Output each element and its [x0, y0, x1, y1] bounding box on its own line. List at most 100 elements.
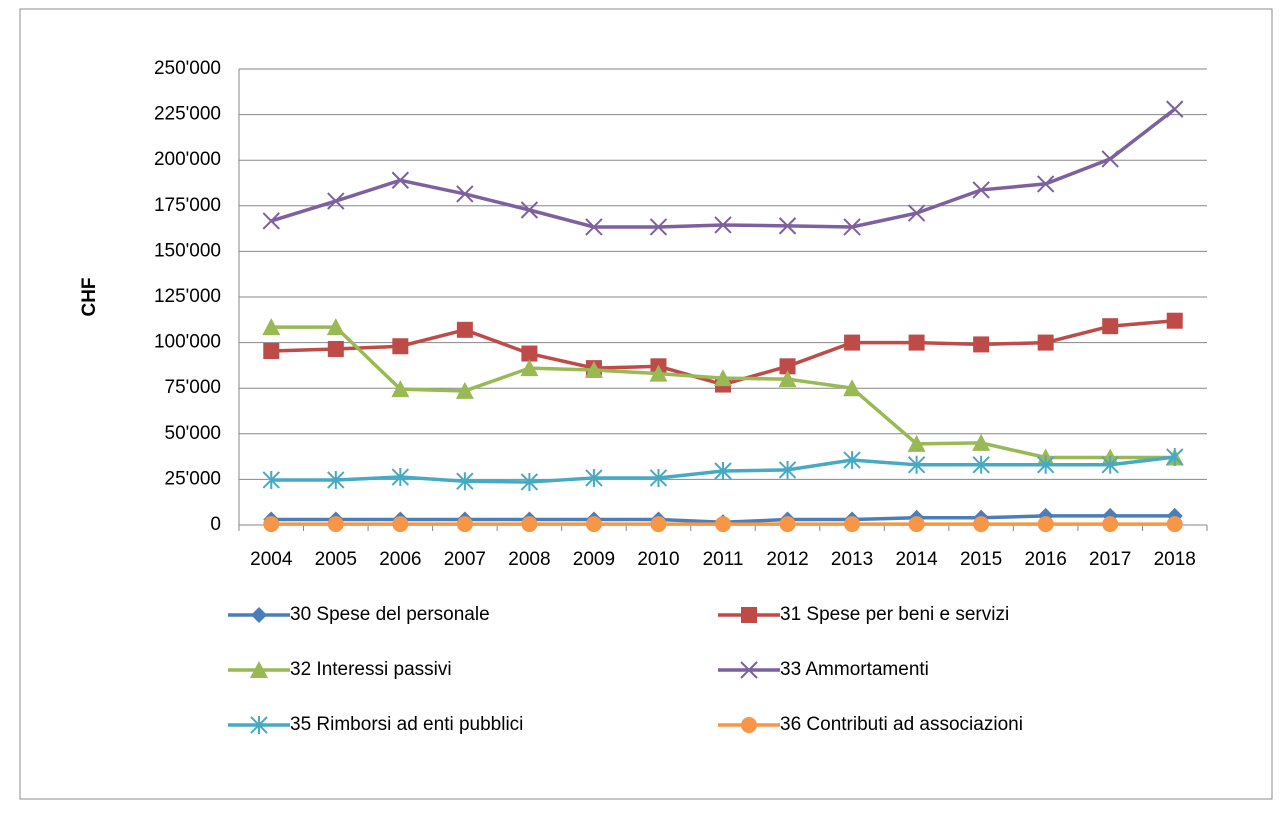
x-tick-label: 2008 [508, 549, 550, 570]
marker [521, 516, 538, 533]
y-tick-label: 250'000 [154, 58, 221, 79]
legend-label: 36 Contributi ad associazioni [780, 714, 1023, 735]
x-tick-label: 2004 [250, 549, 293, 570]
marker [520, 201, 539, 219]
x-tick-label: 2006 [379, 549, 421, 570]
marker [456, 472, 474, 491]
marker [262, 212, 280, 230]
marker [392, 516, 409, 533]
marker [456, 516, 473, 533]
chart-border [19, 8, 1273, 800]
marker [908, 516, 925, 533]
marker [327, 340, 344, 357]
marker [972, 181, 990, 199]
marker [973, 336, 990, 353]
marker [327, 192, 345, 210]
y-tick-label: 150'000 [154, 240, 221, 261]
marker [391, 380, 410, 398]
x-tick-label: 2007 [444, 549, 486, 570]
marker [779, 516, 796, 533]
marker [844, 334, 861, 351]
marker [973, 516, 990, 533]
marker [1036, 175, 1055, 193]
marker [649, 468, 668, 487]
marker [907, 455, 926, 474]
marker [263, 516, 280, 533]
y-tick-label: 125'000 [154, 286, 221, 307]
y-tick-label: 0 [210, 514, 221, 535]
marker [715, 516, 731, 533]
marker [1101, 455, 1119, 474]
marker [778, 460, 797, 479]
legend-marker [250, 716, 268, 734]
marker [1036, 455, 1055, 474]
marker [391, 171, 410, 189]
marker [520, 359, 539, 377]
legend-label: 32 Interessi passivi [290, 659, 452, 680]
marker [585, 516, 602, 533]
x-tick-label: 2005 [315, 549, 357, 570]
marker [391, 468, 410, 487]
marker [585, 468, 603, 487]
x-tick-label: 2018 [1154, 549, 1196, 570]
marker [779, 358, 796, 375]
y-tick-label: 200'000 [154, 149, 221, 170]
marker [262, 470, 280, 489]
marker [908, 334, 925, 351]
marker [326, 318, 345, 336]
legend-marker [251, 607, 267, 623]
marker [456, 185, 474, 203]
legend-label: 30 Spese del personale [290, 604, 490, 625]
marker [585, 218, 603, 236]
marker [778, 217, 797, 235]
legend-marker [741, 717, 757, 733]
marker [520, 472, 539, 491]
marker [521, 345, 538, 362]
x-tick-label: 2015 [960, 549, 1002, 570]
x-tick-label: 2011 [703, 549, 744, 570]
y-tick-label: 225'000 [154, 104, 221, 125]
x-tick-label: 2017 [1089, 549, 1131, 570]
y-tick-label: 25'000 [165, 468, 221, 489]
marker [714, 216, 732, 234]
marker [1166, 516, 1183, 533]
y-axis-label: CHF [79, 277, 100, 316]
marker [650, 516, 667, 533]
marker [327, 470, 345, 489]
marker [972, 455, 990, 474]
legend-label: 35 Rimborsi ad enti pubblici [290, 714, 523, 735]
y-tick-label: 175'000 [154, 195, 221, 216]
marker [907, 204, 926, 222]
y-tick-label: 75'000 [165, 377, 221, 398]
marker [843, 451, 861, 470]
x-tick-label: 2009 [573, 549, 615, 570]
marker [649, 364, 668, 382]
x-tick-label: 2010 [637, 549, 679, 570]
x-tick-label: 2012 [766, 549, 808, 570]
marker [584, 360, 603, 378]
x-tick-label: 2016 [1025, 549, 1067, 570]
marker [1037, 516, 1054, 533]
marker [972, 433, 991, 451]
marker [456, 321, 473, 338]
marker [844, 516, 861, 533]
marker [263, 342, 280, 359]
y-tick-label: 100'000 [154, 332, 221, 353]
marker [649, 218, 668, 236]
marker [1102, 516, 1119, 533]
marker [778, 370, 797, 388]
marker [262, 318, 281, 336]
marker [1166, 447, 1184, 466]
legend-label: 31 Spese per beni e servizi [780, 604, 1009, 625]
x-tick-label: 2014 [895, 549, 938, 570]
y-tick-label: 50'000 [165, 423, 221, 444]
legend-marker [741, 607, 757, 623]
marker [714, 462, 732, 481]
marker [843, 379, 862, 397]
marker [1102, 318, 1119, 335]
legend-marker [250, 661, 268, 678]
marker [1166, 312, 1183, 329]
x-tick-label: 2013 [831, 549, 873, 570]
